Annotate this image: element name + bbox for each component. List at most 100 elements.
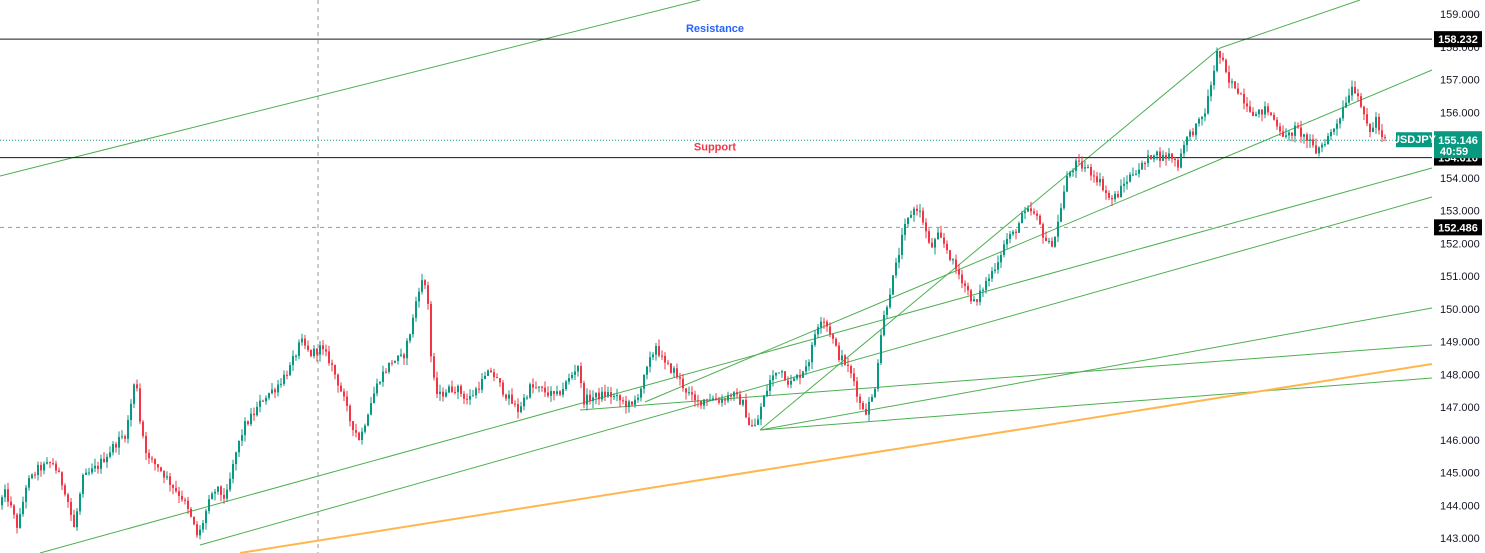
- candle-body-210: [631, 401, 633, 405]
- candle-body-101: [304, 338, 306, 346]
- candle-body-405: [1216, 50, 1218, 71]
- candle-body-234: [703, 399, 705, 406]
- y-tick-label-14: 145.000: [1440, 468, 1480, 480]
- candle-body-424: [1273, 114, 1275, 120]
- candle-body-450: [1351, 86, 1353, 96]
- candle-body-244: [733, 392, 735, 397]
- candle-body-273: [820, 321, 822, 328]
- candle-body-340: [1021, 213, 1023, 224]
- candle-body-29: [88, 472, 90, 474]
- candle-body-11: [34, 474, 36, 476]
- candle-body-335: [1006, 238, 1008, 245]
- candle-body-188: [565, 381, 567, 390]
- candle-body-84: [253, 413, 255, 416]
- candle-body-49: [148, 453, 150, 459]
- candle-body-44: [133, 384, 135, 404]
- candle-body-197: [592, 397, 594, 402]
- candle-body-288: [865, 408, 867, 415]
- candle-body-76: [229, 478, 231, 490]
- candle-body-165: [496, 377, 498, 379]
- candle-body-56: [169, 476, 171, 485]
- candle-body-196: [589, 394, 591, 402]
- candle-body-267: [802, 371, 804, 378]
- candle-body-278: [835, 338, 837, 346]
- candle-body-82: [247, 421, 249, 425]
- candle-body-345: [1036, 213, 1038, 216]
- candle-body-206: [619, 395, 621, 401]
- candle-body-420: [1261, 109, 1263, 115]
- candle-body-120: [361, 431, 363, 440]
- candle-body-119: [358, 432, 360, 440]
- candle-body-96: [289, 365, 291, 376]
- candle-body-272: [817, 327, 819, 335]
- candle-body-447: [1342, 107, 1344, 119]
- candle-body-276: [829, 326, 831, 335]
- candle-body-109: [328, 351, 330, 364]
- candle-body-228: [685, 388, 687, 393]
- trendline-orange: [239, 363, 1433, 553]
- candle-body-281: [844, 355, 846, 365]
- candle-body-152: [457, 385, 459, 393]
- candle-body-25: [76, 511, 78, 528]
- candle-body-350: [1051, 240, 1053, 247]
- candle-body-260: [781, 371, 783, 373]
- candle-body-137: [412, 317, 414, 335]
- candle-body-21: [64, 485, 66, 495]
- y-tick-label-15: 144.000: [1440, 500, 1480, 512]
- candle-body-291: [874, 388, 876, 397]
- candle-body-125: [376, 383, 378, 394]
- candle-body-3: [10, 501, 12, 506]
- candle-body-149: [448, 386, 450, 393]
- candle-body-132: [397, 355, 399, 361]
- candle-body-115: [346, 396, 348, 406]
- candle-body-176: [529, 384, 531, 398]
- candle-body-402: [1207, 96, 1209, 114]
- trendline-5: [759, 307, 1433, 431]
- candle-body-359: [1078, 160, 1080, 162]
- candle-body-347: [1042, 224, 1044, 238]
- candle-body-336: [1009, 234, 1011, 239]
- candle-body-325: [976, 299, 978, 302]
- candle-body-151: [454, 391, 456, 393]
- candle-body-268: [805, 366, 807, 372]
- candle-body-175: [526, 397, 528, 399]
- candle-body-208: [625, 400, 627, 408]
- candle-body-65: [196, 524, 198, 536]
- candle-body-316: [949, 250, 951, 260]
- candle-body-259: [778, 372, 780, 374]
- candle-body-399: [1198, 118, 1200, 124]
- candle-body-432: [1297, 125, 1299, 128]
- candle-body-54: [163, 471, 165, 478]
- candle-body-226: [679, 377, 681, 379]
- candle-body-93: [280, 383, 282, 385]
- candle-body-392: [1177, 160, 1179, 168]
- candle-body-97: [292, 356, 294, 366]
- candle-body-182: [547, 392, 549, 396]
- candle-body-413: [1240, 93, 1242, 95]
- candle-body-179: [538, 386, 540, 388]
- candle-body-371: [1114, 193, 1116, 200]
- candle-body-34: [103, 458, 105, 463]
- candle-body-63: [190, 508, 192, 517]
- candle-body-374: [1123, 183, 1125, 186]
- candle-body-26: [79, 493, 81, 512]
- candle-body-75: [226, 489, 228, 499]
- candle-body-79: [238, 440, 240, 453]
- candle-body-444: [1333, 128, 1335, 132]
- candle-body-164: [493, 372, 495, 378]
- candle-body-236: [709, 399, 711, 401]
- level-annotation-2: Support: [694, 142, 736, 154]
- candle-body-317: [952, 259, 954, 261]
- candle-body-381: [1144, 163, 1146, 165]
- candle-body-411: [1234, 81, 1236, 89]
- candle-body-108: [325, 349, 327, 352]
- candle-body-53: [160, 467, 162, 472]
- candle-body-448: [1345, 102, 1347, 108]
- candle-body-134: [403, 354, 405, 359]
- trendline-2: [39, 167, 1433, 553]
- symbol-tag-bg: [1396, 132, 1432, 148]
- candle-body-112: [337, 374, 339, 386]
- candle-body-95: [286, 374, 288, 376]
